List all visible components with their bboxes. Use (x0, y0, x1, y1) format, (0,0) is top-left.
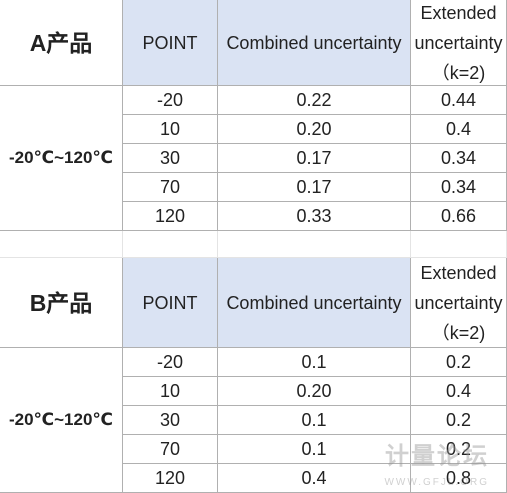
table-cell: 120 (123, 464, 218, 493)
table-cell: 0.2 (411, 406, 507, 435)
spacer-cell (123, 231, 218, 258)
table-cell: 0.1 (218, 435, 411, 464)
table-cell: 0.20 (218, 115, 411, 144)
table-title: A产品 (0, 0, 123, 86)
table-cell: 30 (123, 406, 218, 435)
table-cell: 70 (123, 173, 218, 202)
range-label: -20℃~120℃ (0, 86, 123, 231)
column-header: POINT (123, 0, 218, 86)
table-cell: 0.4 (218, 464, 411, 493)
table-cell: 0.1 (218, 348, 411, 377)
table-cell: 0.17 (218, 173, 411, 202)
table-cell: -20 (123, 86, 218, 115)
table-cell: 0.44 (411, 86, 507, 115)
table-cell: 0.20 (218, 377, 411, 406)
range-label: -20℃~120℃ (0, 348, 123, 493)
table-cell: 0.34 (411, 173, 507, 202)
table-cell: 0.66 (411, 202, 507, 231)
column-header: Extended uncertainty（k=2) (411, 0, 507, 86)
column-header: Combined uncertainty (218, 258, 411, 348)
table-cell: 10 (123, 377, 218, 406)
table-cell: 0.2 (411, 348, 507, 377)
table-cell: 0.17 (218, 144, 411, 173)
column-header: POINT (123, 258, 218, 348)
watermark: 计量论坛 (385, 443, 489, 470)
table-cell: 0.4 (411, 115, 507, 144)
table-cell: 0.1 (218, 406, 411, 435)
table-cell: 70 (123, 435, 218, 464)
table-title: B产品 (0, 258, 123, 348)
watermark-url: WWW.GFJL.ORG (384, 477, 489, 488)
table-cell: 0.22 (218, 86, 411, 115)
spacer-cell (0, 231, 123, 258)
column-header: Combined uncertainty (218, 0, 411, 86)
table-cell: 0.33 (218, 202, 411, 231)
table-cell: 30 (123, 144, 218, 173)
spacer-cell (411, 231, 507, 258)
table-cell: 0.4 (411, 377, 507, 406)
table-cell: 10 (123, 115, 218, 144)
table-cell: 120 (123, 202, 218, 231)
table-cell: -20 (123, 348, 218, 377)
spacer-cell (218, 231, 411, 258)
table-cell: 0.34 (411, 144, 507, 173)
column-header: Extended uncertainty（k=2) (411, 258, 507, 348)
